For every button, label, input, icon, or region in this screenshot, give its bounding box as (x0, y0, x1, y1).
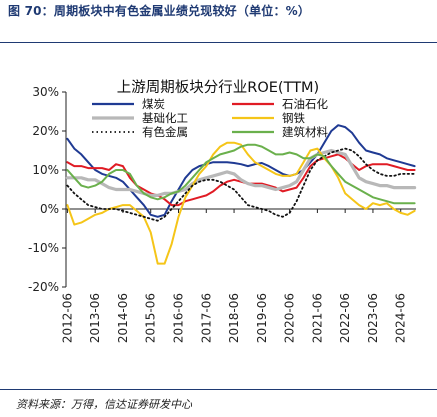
y-tick-label: 30% (32, 85, 59, 99)
x-tick-label: 2014-06 (116, 293, 130, 343)
axes: 30% 20% 10% 0% -10% -20%2012-06 2013-06 2014-06… (28, 85, 416, 343)
x-tick-label: 2023-06 (366, 293, 380, 343)
legend-label: 煤炭 (142, 97, 165, 111)
chart-title: 上游周期板块分行业ROE(TTM) (117, 78, 319, 96)
x-tick-label: 2022-06 (338, 293, 352, 343)
x-tick-label: 2024-06 (394, 293, 408, 343)
y-tick-label: -10% (28, 241, 59, 255)
x-tick-label: 2020-06 (283, 293, 297, 343)
x-tick-label: 2013-06 (88, 293, 102, 343)
x-tick-label: 2016-06 (172, 293, 186, 343)
legend-label: 有色金属 (142, 125, 188, 139)
legend-label: 基础化工 (142, 111, 188, 125)
series-lines (65, 124, 417, 265)
y-tick-label: 10% (32, 163, 59, 177)
x-tick-label: 2012-06 (60, 293, 74, 343)
series-line-煤炭 (66, 124, 416, 218)
y-tick-label: -20% (28, 280, 59, 294)
series-line-石油石化 (66, 153, 416, 207)
y-tick-label: 0% (40, 202, 59, 216)
x-tick-label: 2019-06 (255, 293, 269, 343)
series-line-基础化工 (65, 148, 417, 197)
x-tick-label: 2015-06 (144, 293, 158, 343)
x-tick-label: 2018-06 (227, 293, 241, 343)
source-note: 资料来源：万得，信达证券研发中心 (16, 398, 192, 411)
legend-label: 石油石化 (282, 97, 328, 111)
source-rule (0, 389, 437, 390)
x-tick-label: 2021-06 (310, 293, 324, 343)
x-tick-label: 2017-06 (199, 293, 213, 343)
legend-label: 钢铁 (282, 111, 305, 125)
y-tick-label: 20% (32, 124, 59, 138)
title-rule (0, 42, 437, 43)
figure-title: 图 70：周期板块中有色金属业绩兑现较好（单位：%） (8, 4, 311, 18)
series-line-钢铁 (66, 141, 416, 265)
legend-label: 建筑材料 (282, 125, 328, 139)
series-line-建筑材料 (66, 143, 416, 205)
series-line-有色金属 (66, 147, 416, 222)
